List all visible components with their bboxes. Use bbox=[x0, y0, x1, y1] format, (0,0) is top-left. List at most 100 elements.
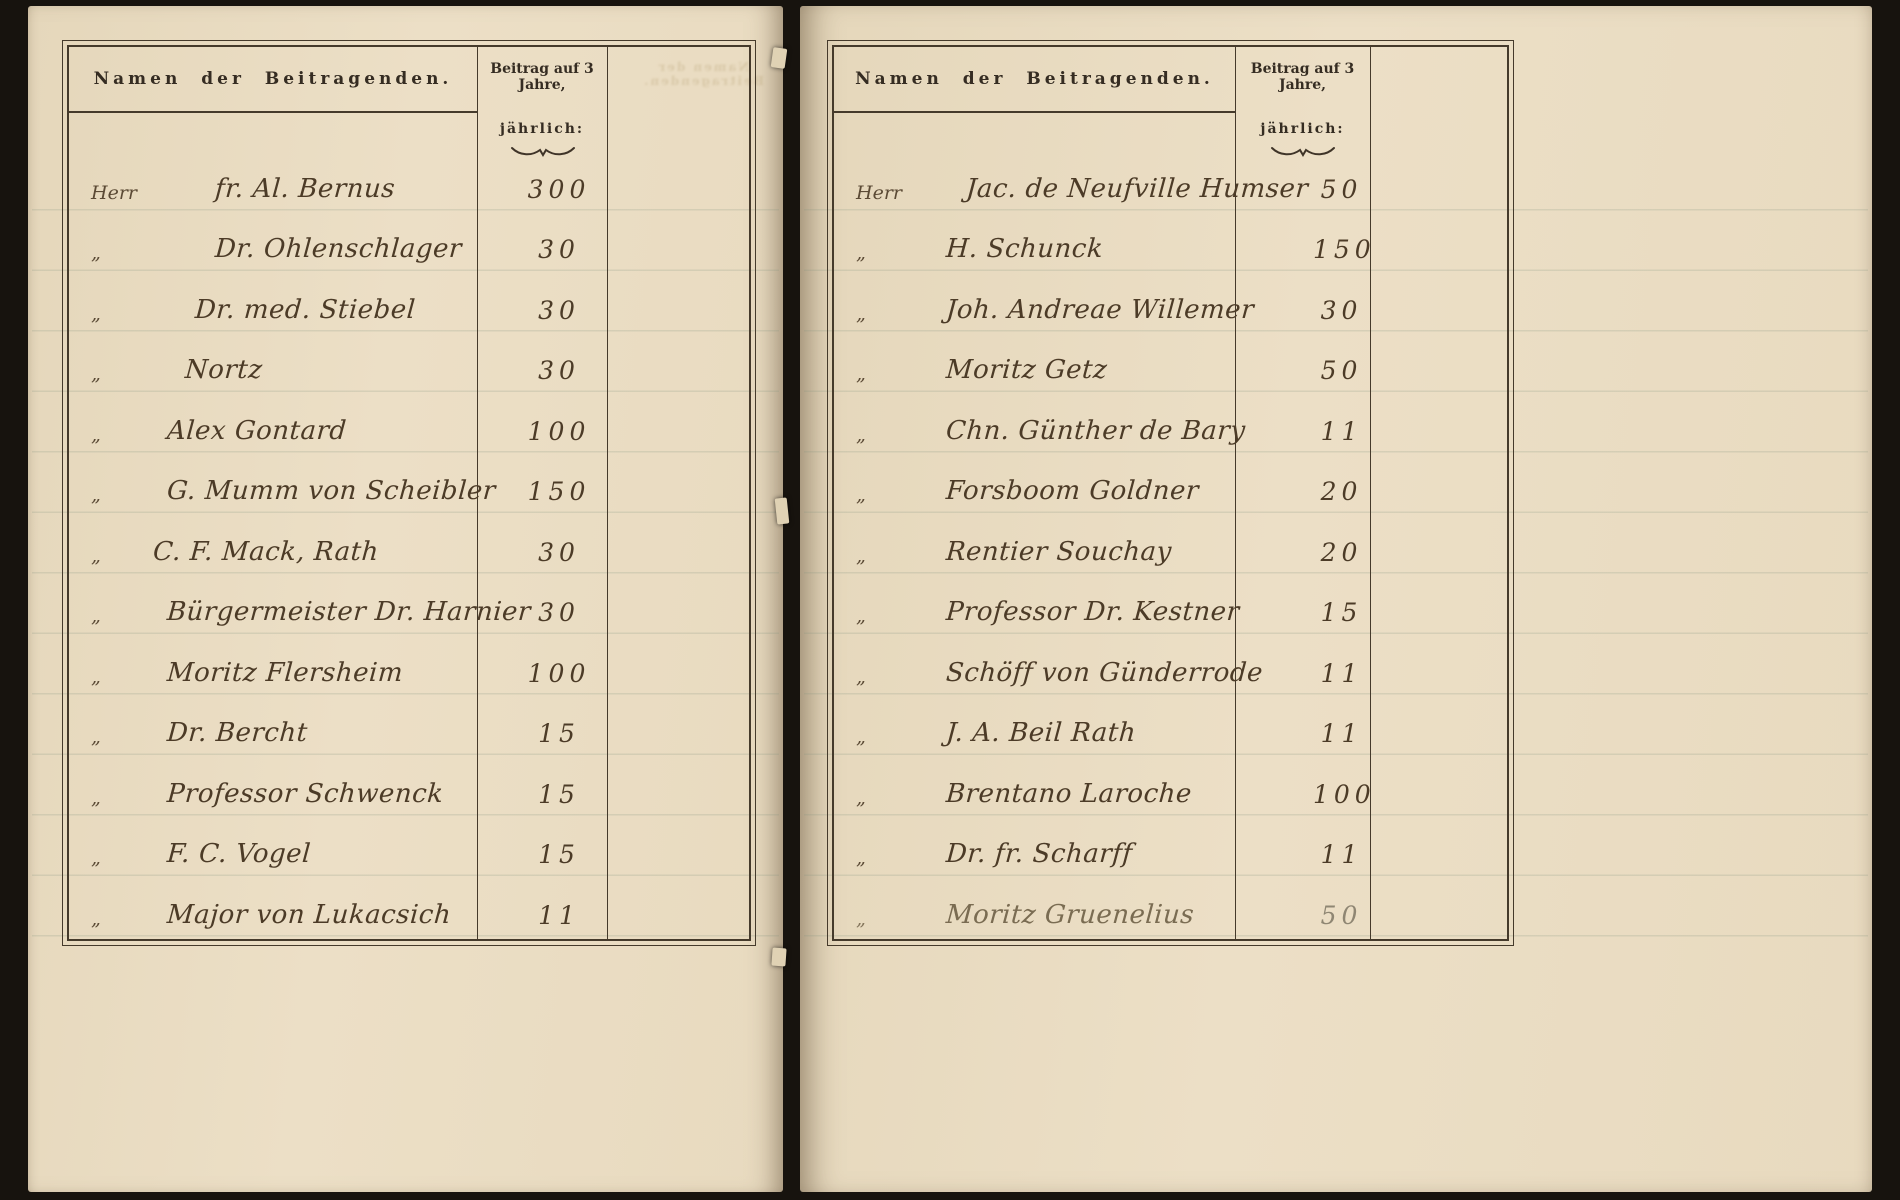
entry-amount: 20 bbox=[1320, 477, 1363, 506]
entry-name: Moritz Gruenelius bbox=[944, 899, 1196, 930]
flourish-underline-icon bbox=[511, 147, 575, 157]
column-divider bbox=[477, 47, 478, 939]
entry-name: Rentier Souchay bbox=[944, 536, 1173, 567]
binding-paper-scrap bbox=[771, 947, 787, 967]
entry-prefix: „ bbox=[91, 363, 101, 385]
entry-prefix: „ bbox=[91, 786, 101, 809]
table-row: „ Dr. Ohlenschlager 30 bbox=[69, 213, 749, 274]
contribution-table: Namen der Beitragenden. Beitrag auf 3 Ja… bbox=[62, 40, 756, 946]
binding-paper-scrap bbox=[774, 497, 790, 525]
table-row: „ Nortz 30 bbox=[69, 334, 749, 395]
entry-amount: 30 bbox=[538, 598, 580, 627]
entry-prefix: „ bbox=[91, 665, 101, 688]
entry-name: Moritz Flersheim bbox=[165, 657, 405, 688]
entry-name: fr. Al. Bernus bbox=[213, 173, 397, 204]
entry-amount: 50 bbox=[1320, 900, 1363, 930]
entry-name: Professor Schwenck bbox=[165, 778, 445, 809]
entry-amount: 15 bbox=[1320, 598, 1363, 627]
entry-amount: 11 bbox=[1320, 416, 1363, 446]
column-header-period: jährlich: bbox=[499, 121, 585, 137]
table-row: „ Moritz Getz 50 bbox=[834, 334, 1507, 395]
entry-amount: 15 bbox=[538, 779, 580, 809]
entry-prefix: „ bbox=[91, 726, 101, 748]
entry-name: Dr. Ohlenschlager bbox=[213, 234, 463, 264]
table-row: „ Dr. med. Stiebel 30 bbox=[69, 273, 749, 334]
column-header-contribution: Beitrag auf 3 Jahre, bbox=[490, 61, 594, 93]
table-row: „ G. Mumm von Scheibler 150 bbox=[69, 455, 749, 516]
entry-amount: 50 bbox=[1320, 356, 1363, 385]
entry-prefix: „ bbox=[856, 242, 866, 264]
entry-prefix: „ bbox=[856, 605, 866, 627]
entry-name: Dr. med. Stiebel bbox=[193, 294, 417, 325]
flourish-underline-icon bbox=[1271, 147, 1335, 157]
table-row: „ Major von Lukacsich 11 bbox=[69, 878, 749, 939]
entry-name: H. Schunck bbox=[944, 234, 1105, 264]
entry-prefix: „ bbox=[856, 544, 866, 567]
table-row: „ H. Schunck 150 bbox=[834, 213, 1507, 274]
entry-amount: 100 bbox=[527, 658, 591, 688]
column-divider bbox=[607, 47, 608, 939]
entry-name: Chn. Günther de Bary bbox=[944, 415, 1247, 446]
entry-prefix: „ bbox=[856, 726, 866, 748]
header-rule bbox=[69, 111, 477, 113]
binding-paper-scrap bbox=[770, 47, 788, 69]
entry-name: F. C. Vogel bbox=[165, 839, 312, 869]
entry-name: Dr. Bercht bbox=[165, 718, 309, 748]
contribution-table: Namen der Beitragenden. Beitrag auf 3 Ja… bbox=[827, 40, 1514, 946]
entries-list: Herr Jac. de Neufville Humser 50 „ H. Sc… bbox=[834, 152, 1507, 939]
entry-name: J. A. Beil Rath bbox=[944, 718, 1138, 748]
entry-prefix: „ bbox=[856, 423, 866, 446]
table-row: „ Bürgermeister Dr. Harnier 30 bbox=[69, 576, 749, 637]
table-row: „ Rentier Souchay 20 bbox=[834, 515, 1507, 576]
entry-prefix: „ bbox=[856, 665, 866, 688]
column-divider bbox=[1235, 47, 1236, 939]
entry-name: Nortz bbox=[183, 355, 264, 385]
entry-name: Forsboom Goldner bbox=[944, 476, 1200, 506]
table-row: „ Professor Dr. Kestner 15 bbox=[834, 576, 1507, 637]
entry-name: Major von Lukacsich bbox=[165, 899, 453, 930]
entry-amount: 30 bbox=[538, 537, 580, 567]
entries-list: Herr fr. Al. Bernus 300 „ Dr. Ohlenschla… bbox=[69, 152, 749, 939]
entry-amount: 11 bbox=[538, 900, 580, 930]
table-row: „ Moritz Gruenelius 50 bbox=[834, 878, 1507, 939]
entry-name: G. Mumm von Scheibler bbox=[165, 476, 497, 506]
entry-name: C. F. Mack, Rath bbox=[151, 536, 380, 567]
entry-prefix: Herr bbox=[91, 181, 137, 204]
entry-name: Alex Gontard bbox=[165, 415, 348, 446]
table-row: Herr fr. Al. Bernus 300 bbox=[69, 152, 749, 213]
entry-prefix: „ bbox=[856, 786, 866, 809]
table-row: „ Moritz Flersheim 100 bbox=[69, 636, 749, 697]
table-row: „ Dr. Bercht 15 bbox=[69, 697, 749, 758]
entry-prefix: „ bbox=[856, 847, 866, 869]
table-row: Herr Jac. de Neufville Humser 50 bbox=[834, 152, 1507, 213]
table-row: „ Schöff von Günderrode 11 bbox=[834, 636, 1507, 697]
entry-prefix: „ bbox=[91, 423, 101, 446]
entry-name: Joh. Andreae Willemer bbox=[944, 294, 1256, 325]
table-row: „ Alex Gontard 100 bbox=[69, 394, 749, 455]
entry-prefix: „ bbox=[91, 605, 101, 627]
entry-amount: 30 bbox=[538, 295, 580, 325]
header-rule bbox=[834, 111, 1235, 113]
entry-amount: 30 bbox=[538, 356, 580, 385]
table-row: „ Brentano Laroche 100 bbox=[834, 757, 1507, 818]
entry-prefix: „ bbox=[91, 484, 101, 506]
entry-amount: 100 bbox=[527, 416, 591, 446]
ledger-page-right: Namen der Beitragenden. Beitrag auf 3 Ja… bbox=[800, 6, 1872, 1192]
ledger-page-left: Namen der Beitragenden. Namen der Beitra… bbox=[28, 6, 783, 1192]
column-header-period: jährlich: bbox=[1260, 121, 1345, 137]
entry-amount: 30 bbox=[538, 235, 580, 264]
entry-amount: 50 bbox=[1320, 174, 1363, 204]
table-row: „ Forsboom Goldner 20 bbox=[834, 455, 1507, 516]
entry-prefix: „ bbox=[856, 302, 866, 325]
table-row: „ C. F. Mack, Rath 30 bbox=[69, 515, 749, 576]
table-row: „ Professor Schwenck 15 bbox=[69, 757, 749, 818]
entry-amount: 11 bbox=[1320, 658, 1363, 688]
entry-name: Professor Dr. Kestner bbox=[944, 597, 1241, 627]
entry-amount: 100 bbox=[1313, 779, 1376, 809]
entry-amount: 300 bbox=[527, 174, 591, 204]
table-row: „ J. A. Beil Rath 11 bbox=[834, 697, 1507, 758]
entry-prefix: „ bbox=[856, 363, 866, 385]
table-row: „ Chn. Günther de Bary 11 bbox=[834, 394, 1507, 455]
entry-name: Moritz Getz bbox=[944, 355, 1109, 385]
entry-prefix: Herr bbox=[856, 181, 902, 204]
